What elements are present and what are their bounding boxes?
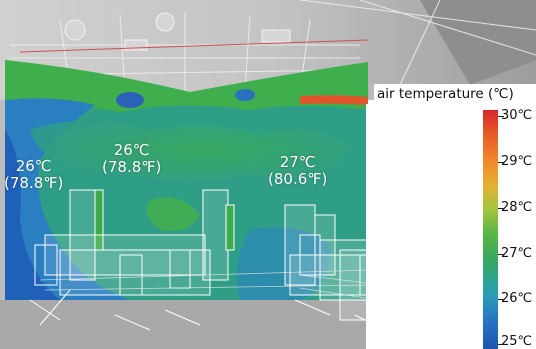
- legend-panel: [366, 104, 536, 349]
- temp-label-center: 26℃ (78.8℉): [102, 142, 161, 176]
- temp-fahrenheit: (80.6℉): [268, 170, 328, 188]
- warm-blob: [146, 197, 200, 231]
- legend-tick: [498, 344, 504, 345]
- temp-label-right: 27℃ (80.6℉): [268, 154, 327, 188]
- ceiling-diffusers: [64, 12, 291, 51]
- hot-strip: [300, 95, 368, 105]
- warm-top-band: [5, 60, 368, 112]
- cool-zone-left: [5, 98, 130, 300]
- temp-fahrenheit: (78.8℉): [4, 174, 64, 192]
- duct-line: [19, 39, 369, 53]
- mid-warm-zone: [30, 121, 350, 185]
- legend-tick: [498, 116, 504, 117]
- temp-celsius: 26℃: [113, 141, 150, 159]
- legend-tick: [498, 208, 504, 209]
- temperature-colorbar: [483, 110, 498, 349]
- ceiling-surface: [0, 0, 536, 100]
- temp-celsius: 26℃: [15, 157, 52, 175]
- legend-tick-label: 27℃: [501, 246, 533, 261]
- legend-tick-label: 25℃: [501, 334, 533, 349]
- legend-tick: [498, 254, 504, 255]
- legend-tick: [498, 162, 504, 163]
- cold-zone-left: [5, 130, 60, 300]
- legend-tick-label: 28℃: [501, 200, 533, 215]
- legend-tick-label: 26℃: [501, 291, 533, 306]
- cool-zone-right: [236, 227, 330, 300]
- legend-tick-label: 29℃: [501, 154, 533, 169]
- legend-tick: [498, 299, 504, 300]
- temp-celsius: 27℃: [279, 153, 316, 171]
- legend-tick-label: 30℃: [501, 108, 533, 123]
- temp-fahrenheit: (78.8℉): [102, 158, 162, 176]
- diffuser-cold-spot: [235, 89, 255, 101]
- diffuser-cold-spot: [116, 92, 144, 108]
- temp-label-left: 26℃ (78.8℉): [4, 158, 63, 192]
- legend-title: air temperature (℃): [374, 84, 536, 104]
- ceiling-shadow: [420, 0, 536, 85]
